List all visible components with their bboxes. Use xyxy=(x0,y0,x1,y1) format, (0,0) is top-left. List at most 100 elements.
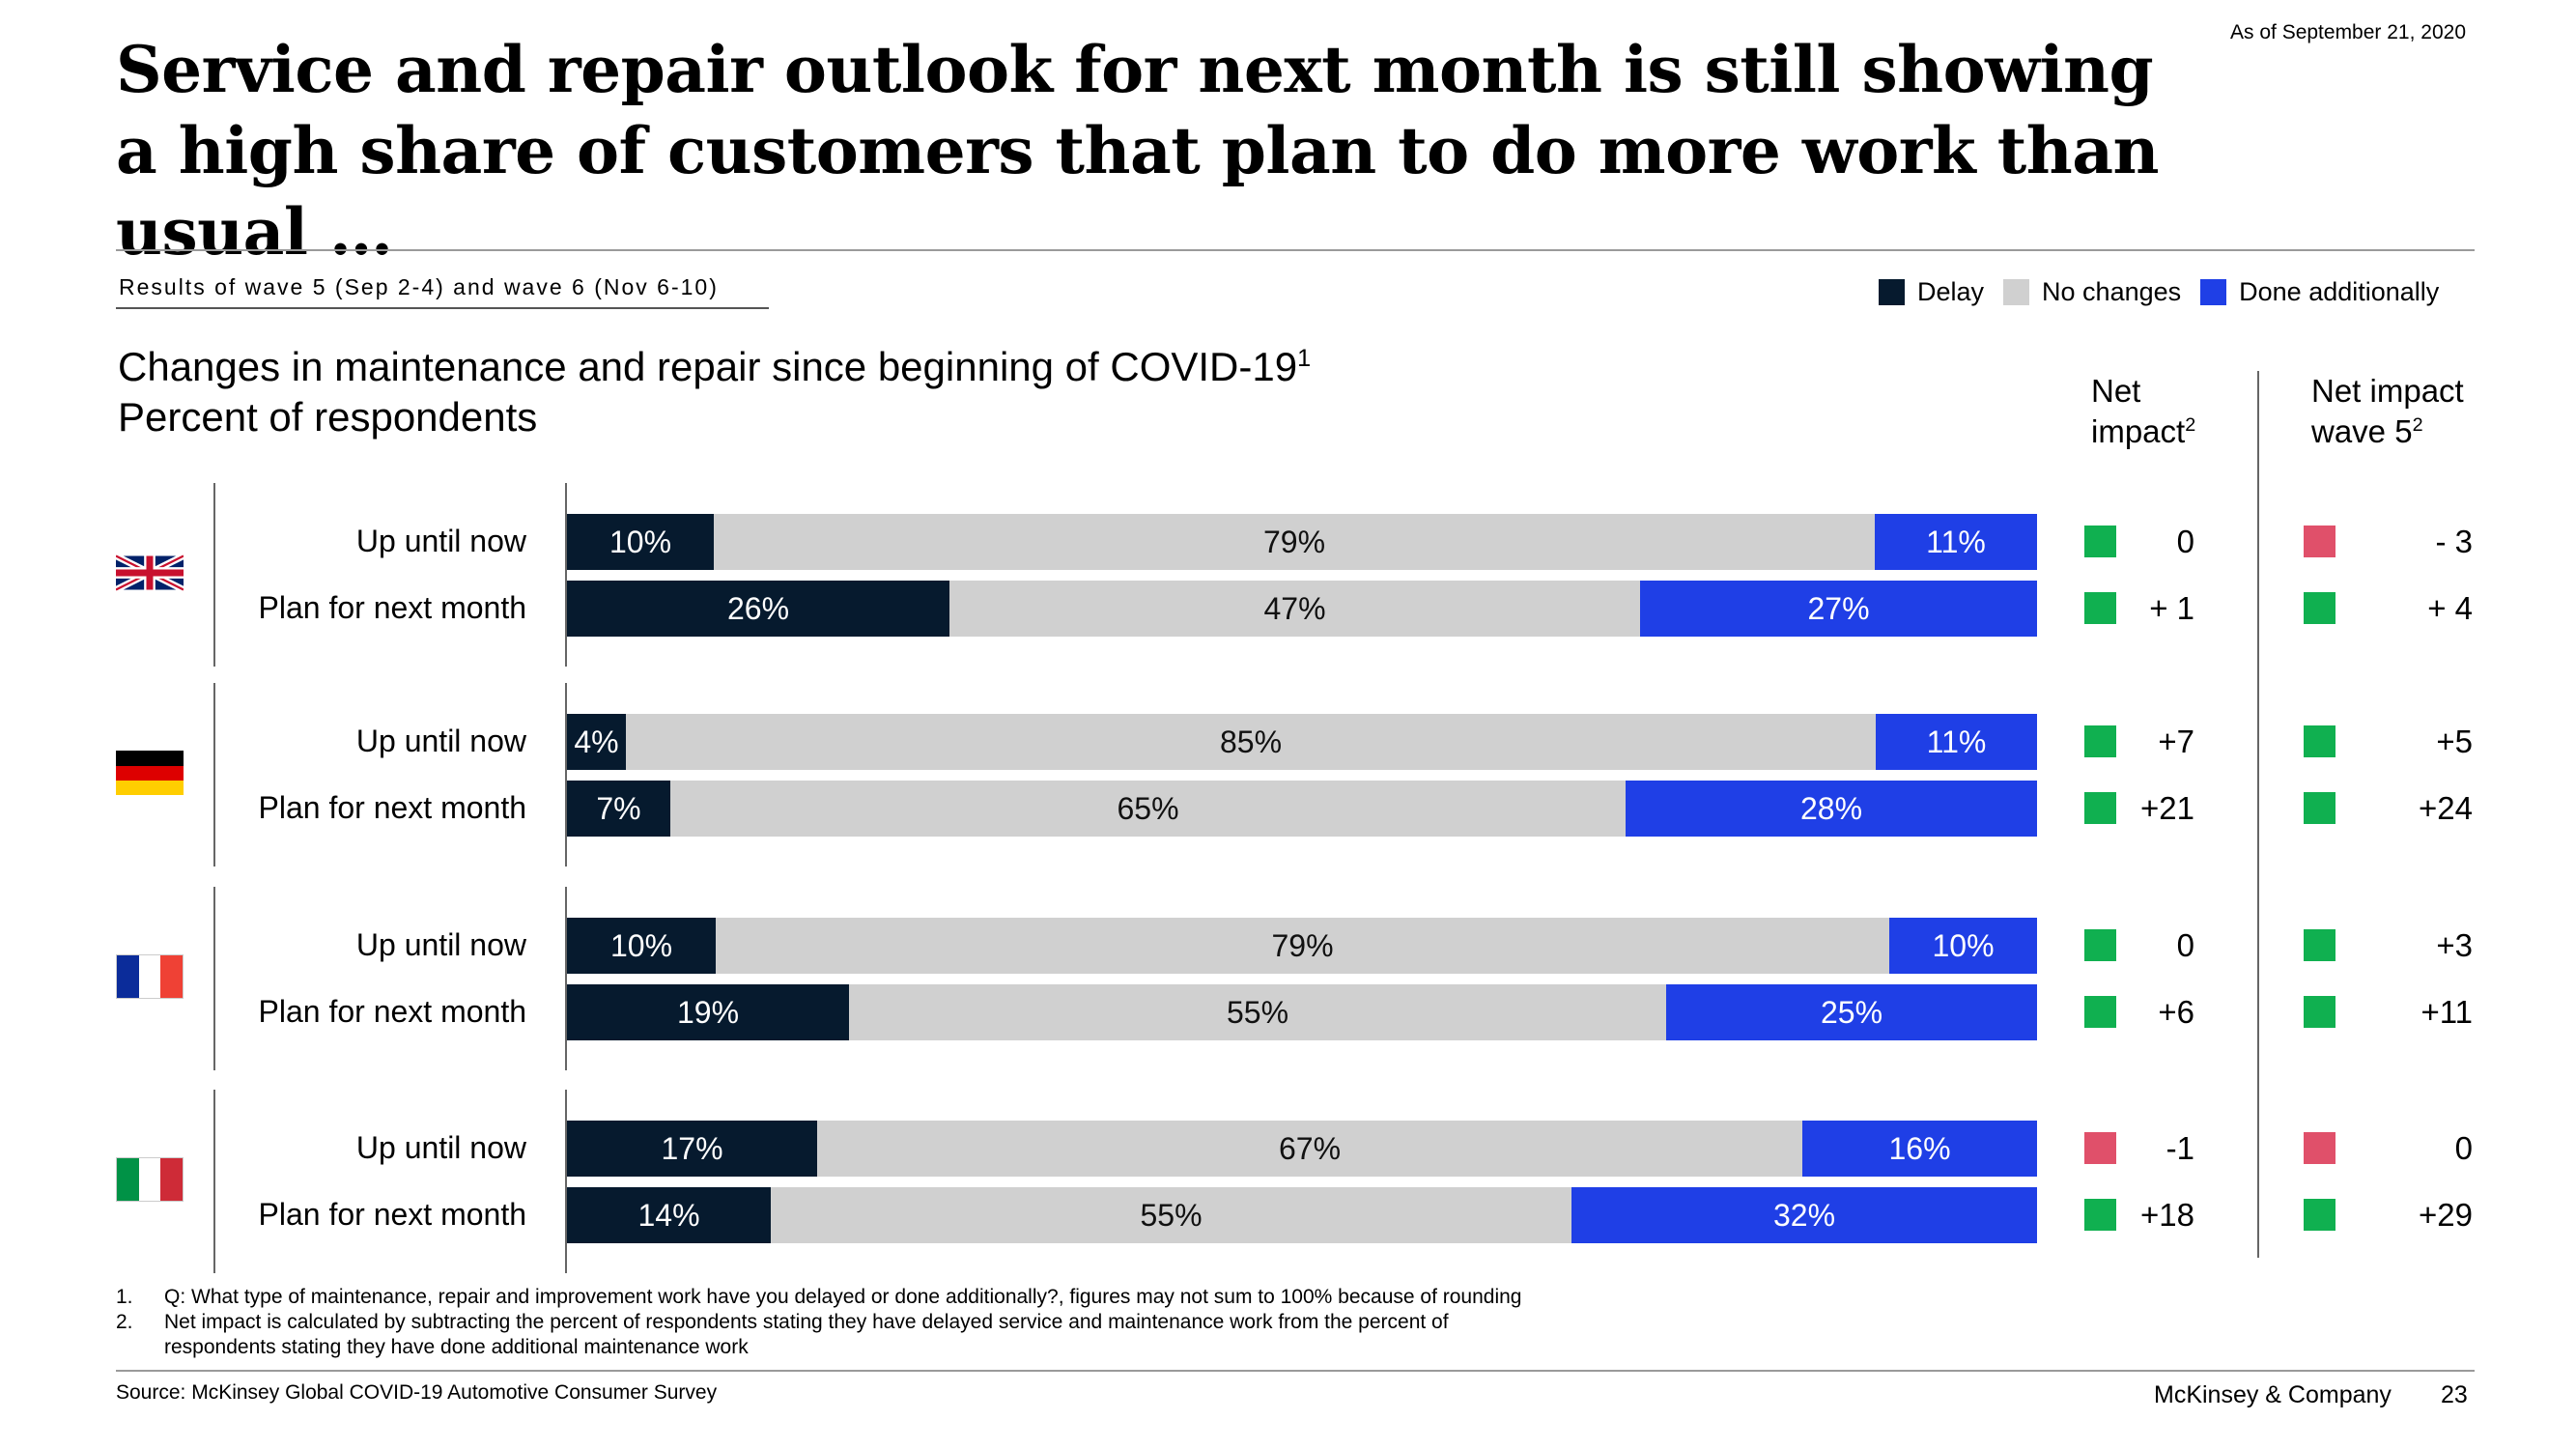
bar-segment-delay: 7% xyxy=(567,781,670,837)
bar-segment-done-additionally: 32% xyxy=(1571,1187,2037,1243)
net-impact-value: 0 xyxy=(2176,524,2194,559)
net-impact-value: +18 xyxy=(2140,1197,2194,1233)
data-label-done-additionally: 27% xyxy=(1807,590,1870,626)
net-impact-wave5-indicator xyxy=(2304,526,2335,557)
net-impact-value: +7 xyxy=(2158,724,2194,759)
bar-segment-done-additionally: 25% xyxy=(1666,984,2037,1040)
net-impact-wave5-header-line2: wave 5 xyxy=(2311,413,2413,449)
footnotes: 1. Q: What type of maintenance, repair an… xyxy=(116,1285,1521,1360)
bar-segment-delay: 26% xyxy=(567,581,949,637)
data-label-delay: 17% xyxy=(661,1130,723,1166)
net-impact-header-line1: Net xyxy=(2091,373,2141,409)
bar-axis-line xyxy=(565,1090,567,1273)
net-impact-value: +21 xyxy=(2140,790,2194,826)
footnote-2-text: Net impact is calculated by subtracting … xyxy=(164,1311,1449,1333)
group-divider-left xyxy=(213,887,215,1070)
bar-segment-no-changes: 85% xyxy=(626,714,1876,770)
flag-italy-icon xyxy=(116,1157,184,1202)
net-impact-wave5-indicator xyxy=(2304,725,2335,757)
net-impact-wave5-value: 0 xyxy=(2454,1130,2473,1166)
bar-axis-line xyxy=(565,683,567,867)
data-label-delay: 14% xyxy=(637,1197,700,1233)
page-title: Service and repair outlook for next mont… xyxy=(116,29,2337,272)
net-impact-value: + 1 xyxy=(2149,590,2194,626)
bar-segment-done-additionally: 28% xyxy=(1626,781,2037,837)
net-impact-header: Net impact2 xyxy=(2091,371,2195,452)
legend-swatch-done-additionally xyxy=(2200,279,2227,305)
net-impact-indicator xyxy=(2084,929,2116,961)
net-impact-value: -1 xyxy=(2166,1130,2194,1166)
legend-item-done-additionally: Done additionally xyxy=(2200,277,2439,307)
page-number: 23 xyxy=(2441,1381,2468,1408)
as-of-date: As of September 21, 2020 xyxy=(2230,21,2466,43)
net-impact-indicator xyxy=(2084,1132,2116,1164)
group-divider-left xyxy=(213,483,215,667)
footnote-2-continued-text: respondents stating they have done addit… xyxy=(164,1336,749,1358)
net-impact-wave5-indicator xyxy=(2304,1199,2335,1231)
data-label-done-additionally: 28% xyxy=(1799,790,1863,826)
row-label: Up until now xyxy=(355,1130,526,1165)
bottom-divider xyxy=(116,1370,2475,1372)
bar-segment-done-additionally: 27% xyxy=(1640,581,2037,637)
net-impact-header-line2: impact xyxy=(2091,413,2186,449)
row-label: Plan for next month xyxy=(258,1197,526,1232)
bar-segment-delay: 17% xyxy=(567,1121,817,1177)
data-label-no-changes: 79% xyxy=(1262,524,1326,559)
bar-segment-delay: 4% xyxy=(567,714,626,770)
net-impact-wave5-value: +29 xyxy=(2419,1197,2473,1233)
net-impact-wave5-indicator xyxy=(2304,1132,2335,1164)
data-label-no-changes: 67% xyxy=(1278,1130,1342,1166)
flag-france-icon xyxy=(116,954,184,999)
bar-segment-no-changes: 65% xyxy=(670,781,1626,837)
bar-segment-no-changes: 79% xyxy=(714,514,1875,570)
net-impact-wave5-value: +11 xyxy=(2420,994,2473,1030)
data-label-no-changes: 85% xyxy=(1219,724,1283,759)
title-line-2: a high share of customers that plan to d… xyxy=(116,113,2159,270)
bar-segment-no-changes: 79% xyxy=(716,918,1889,974)
bar-segment-done-additionally: 11% xyxy=(1875,514,2037,570)
bar-axis-line xyxy=(565,887,567,1070)
net-impact-indicator xyxy=(2084,792,2116,824)
net-impact-wave5-value: - 3 xyxy=(2435,524,2473,559)
data-label-delay: 10% xyxy=(609,524,672,559)
data-label-done-additionally: 11% xyxy=(1926,524,1986,559)
bar-segment-delay: 19% xyxy=(567,984,849,1040)
bar-segment-delay: 10% xyxy=(567,514,714,570)
row-label: Up until now xyxy=(355,724,526,758)
footnote-1: 1. Q: What type of maintenance, repair an… xyxy=(116,1285,1521,1310)
row-label: Plan for next month xyxy=(258,790,526,825)
brand-name: McKinsey & Company xyxy=(2154,1381,2392,1408)
legend-label-done-additionally: Done additionally xyxy=(2239,277,2440,306)
data-label-done-additionally: 10% xyxy=(1932,927,1995,963)
top-divider xyxy=(116,249,2475,251)
flag-uk-icon xyxy=(114,551,185,595)
row-label: Up until now xyxy=(355,524,526,558)
data-label-delay: 19% xyxy=(676,994,740,1030)
net-impact-column-divider xyxy=(2257,371,2259,1258)
legend-label-delay: Delay xyxy=(1917,277,1985,306)
wave-label: Results of wave 5 (Sep 2-4) and wave 6 (… xyxy=(119,274,719,299)
subtitle-footnote-mark: 1 xyxy=(1297,345,1312,372)
net-impact-wave5-indicator xyxy=(2304,996,2335,1028)
net-impact-wave5-indicator xyxy=(2304,592,2335,624)
row-label: Plan for next month xyxy=(258,994,526,1029)
net-impact-value: 0 xyxy=(2176,927,2194,963)
net-impact-indicator xyxy=(2084,1199,2116,1231)
bar-segment-done-additionally: 16% xyxy=(1802,1121,2037,1177)
source-note: Source: McKinsey Global COVID-19 Automot… xyxy=(116,1381,718,1404)
group-divider-left xyxy=(213,683,215,867)
net-impact-header-sup: 2 xyxy=(2185,414,2196,436)
net-impact-wave5-header-line1: Net impact xyxy=(2311,373,2464,409)
bar-segment-no-changes: 55% xyxy=(849,984,1666,1040)
bar-segment-delay: 14% xyxy=(567,1187,771,1243)
footnote-2: 2. Net impact is calculated by subtractin… xyxy=(116,1310,1521,1335)
legend-item-delay: Delay xyxy=(1879,277,1984,307)
subtitle-line-1: Changes in maintenance and repair since … xyxy=(118,344,1298,389)
data-label-done-additionally: 16% xyxy=(1888,1130,1951,1166)
bar-segment-delay: 10% xyxy=(567,918,716,974)
legend-item-no-changes: No changes xyxy=(2003,277,2181,307)
group-divider-left xyxy=(213,1090,215,1273)
data-label-delay: 26% xyxy=(726,590,790,626)
footnote-2-number: 2. xyxy=(116,1311,133,1333)
bar-segment-no-changes: 55% xyxy=(771,1187,1571,1243)
